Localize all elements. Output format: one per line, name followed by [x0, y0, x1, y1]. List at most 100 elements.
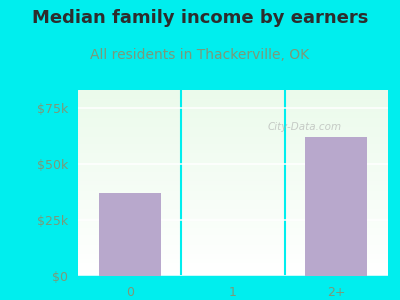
Bar [78, 192, 388, 194]
Bar [78, 214, 388, 217]
Bar [78, 129, 388, 131]
Bar [78, 190, 388, 192]
Bar [78, 110, 388, 112]
Bar [78, 131, 388, 133]
Bar [78, 125, 388, 127]
Bar [78, 218, 388, 220]
Bar [78, 172, 388, 174]
Bar [78, 157, 388, 159]
Bar [78, 257, 388, 259]
Bar [78, 231, 388, 233]
Bar [78, 166, 388, 168]
Bar [78, 116, 388, 118]
Bar [78, 146, 388, 148]
Bar [78, 237, 388, 239]
Bar [78, 248, 388, 250]
Bar [78, 176, 388, 177]
Bar [78, 224, 388, 226]
Bar [78, 183, 388, 185]
Bar [78, 235, 388, 237]
Bar [78, 233, 388, 235]
Bar [78, 101, 388, 103]
Bar [78, 179, 388, 181]
Bar [78, 244, 388, 246]
Bar [78, 254, 388, 256]
Bar [305, 137, 367, 276]
Bar [78, 177, 388, 179]
Bar [78, 170, 388, 172]
Bar [78, 228, 388, 230]
Bar [78, 168, 388, 170]
Bar [78, 226, 388, 228]
Bar [78, 250, 388, 252]
Bar [78, 96, 388, 98]
Bar [78, 200, 388, 202]
Bar [78, 272, 388, 274]
Bar [78, 109, 388, 110]
Bar [78, 148, 388, 149]
Bar [78, 270, 388, 272]
Bar [78, 189, 388, 190]
Bar [78, 203, 388, 205]
Bar [78, 140, 388, 142]
Bar [78, 207, 388, 209]
Text: City-Data.com: City-Data.com [267, 122, 341, 132]
Bar [78, 194, 388, 196]
Bar [78, 149, 388, 152]
Bar [78, 252, 388, 254]
Bar [78, 159, 388, 161]
Bar [78, 124, 388, 125]
Bar [78, 198, 388, 200]
Bar [78, 114, 388, 116]
Bar [78, 222, 388, 224]
Bar [78, 196, 388, 198]
Bar [78, 267, 388, 268]
Bar [78, 185, 388, 187]
Bar [78, 187, 388, 189]
Bar [78, 127, 388, 129]
Bar [78, 209, 388, 211]
Bar [78, 230, 388, 231]
Bar [78, 112, 388, 114]
Bar [78, 120, 388, 122]
Bar [78, 274, 388, 276]
Bar [78, 142, 388, 144]
Bar [78, 241, 388, 242]
Bar [78, 105, 388, 107]
Bar [78, 213, 388, 214]
Bar [78, 99, 388, 101]
Bar [78, 98, 388, 99]
Bar [78, 181, 388, 183]
Bar [78, 239, 388, 241]
Bar [78, 107, 388, 109]
Bar [99, 193, 161, 276]
Bar [78, 92, 388, 94]
Bar [78, 242, 388, 244]
Bar [78, 261, 388, 263]
Bar [78, 174, 388, 176]
Bar [78, 164, 388, 166]
Bar [78, 153, 388, 155]
Bar [78, 103, 388, 105]
Bar [78, 265, 388, 267]
Bar [78, 135, 388, 137]
Bar [78, 202, 388, 203]
Bar [78, 263, 388, 265]
Bar [78, 94, 388, 96]
Bar [78, 138, 388, 140]
Bar [78, 259, 388, 261]
Bar [78, 144, 388, 146]
Bar [78, 256, 388, 257]
Bar [78, 217, 388, 218]
Bar [78, 161, 388, 163]
Text: Median family income by earners: Median family income by earners [32, 9, 368, 27]
Bar [78, 220, 388, 222]
Bar [78, 163, 388, 164]
Bar [78, 268, 388, 270]
Bar [78, 122, 388, 124]
Bar [78, 136, 388, 138]
Bar [78, 118, 388, 120]
Bar [78, 133, 388, 135]
Bar [78, 246, 388, 248]
Bar [78, 155, 388, 157]
